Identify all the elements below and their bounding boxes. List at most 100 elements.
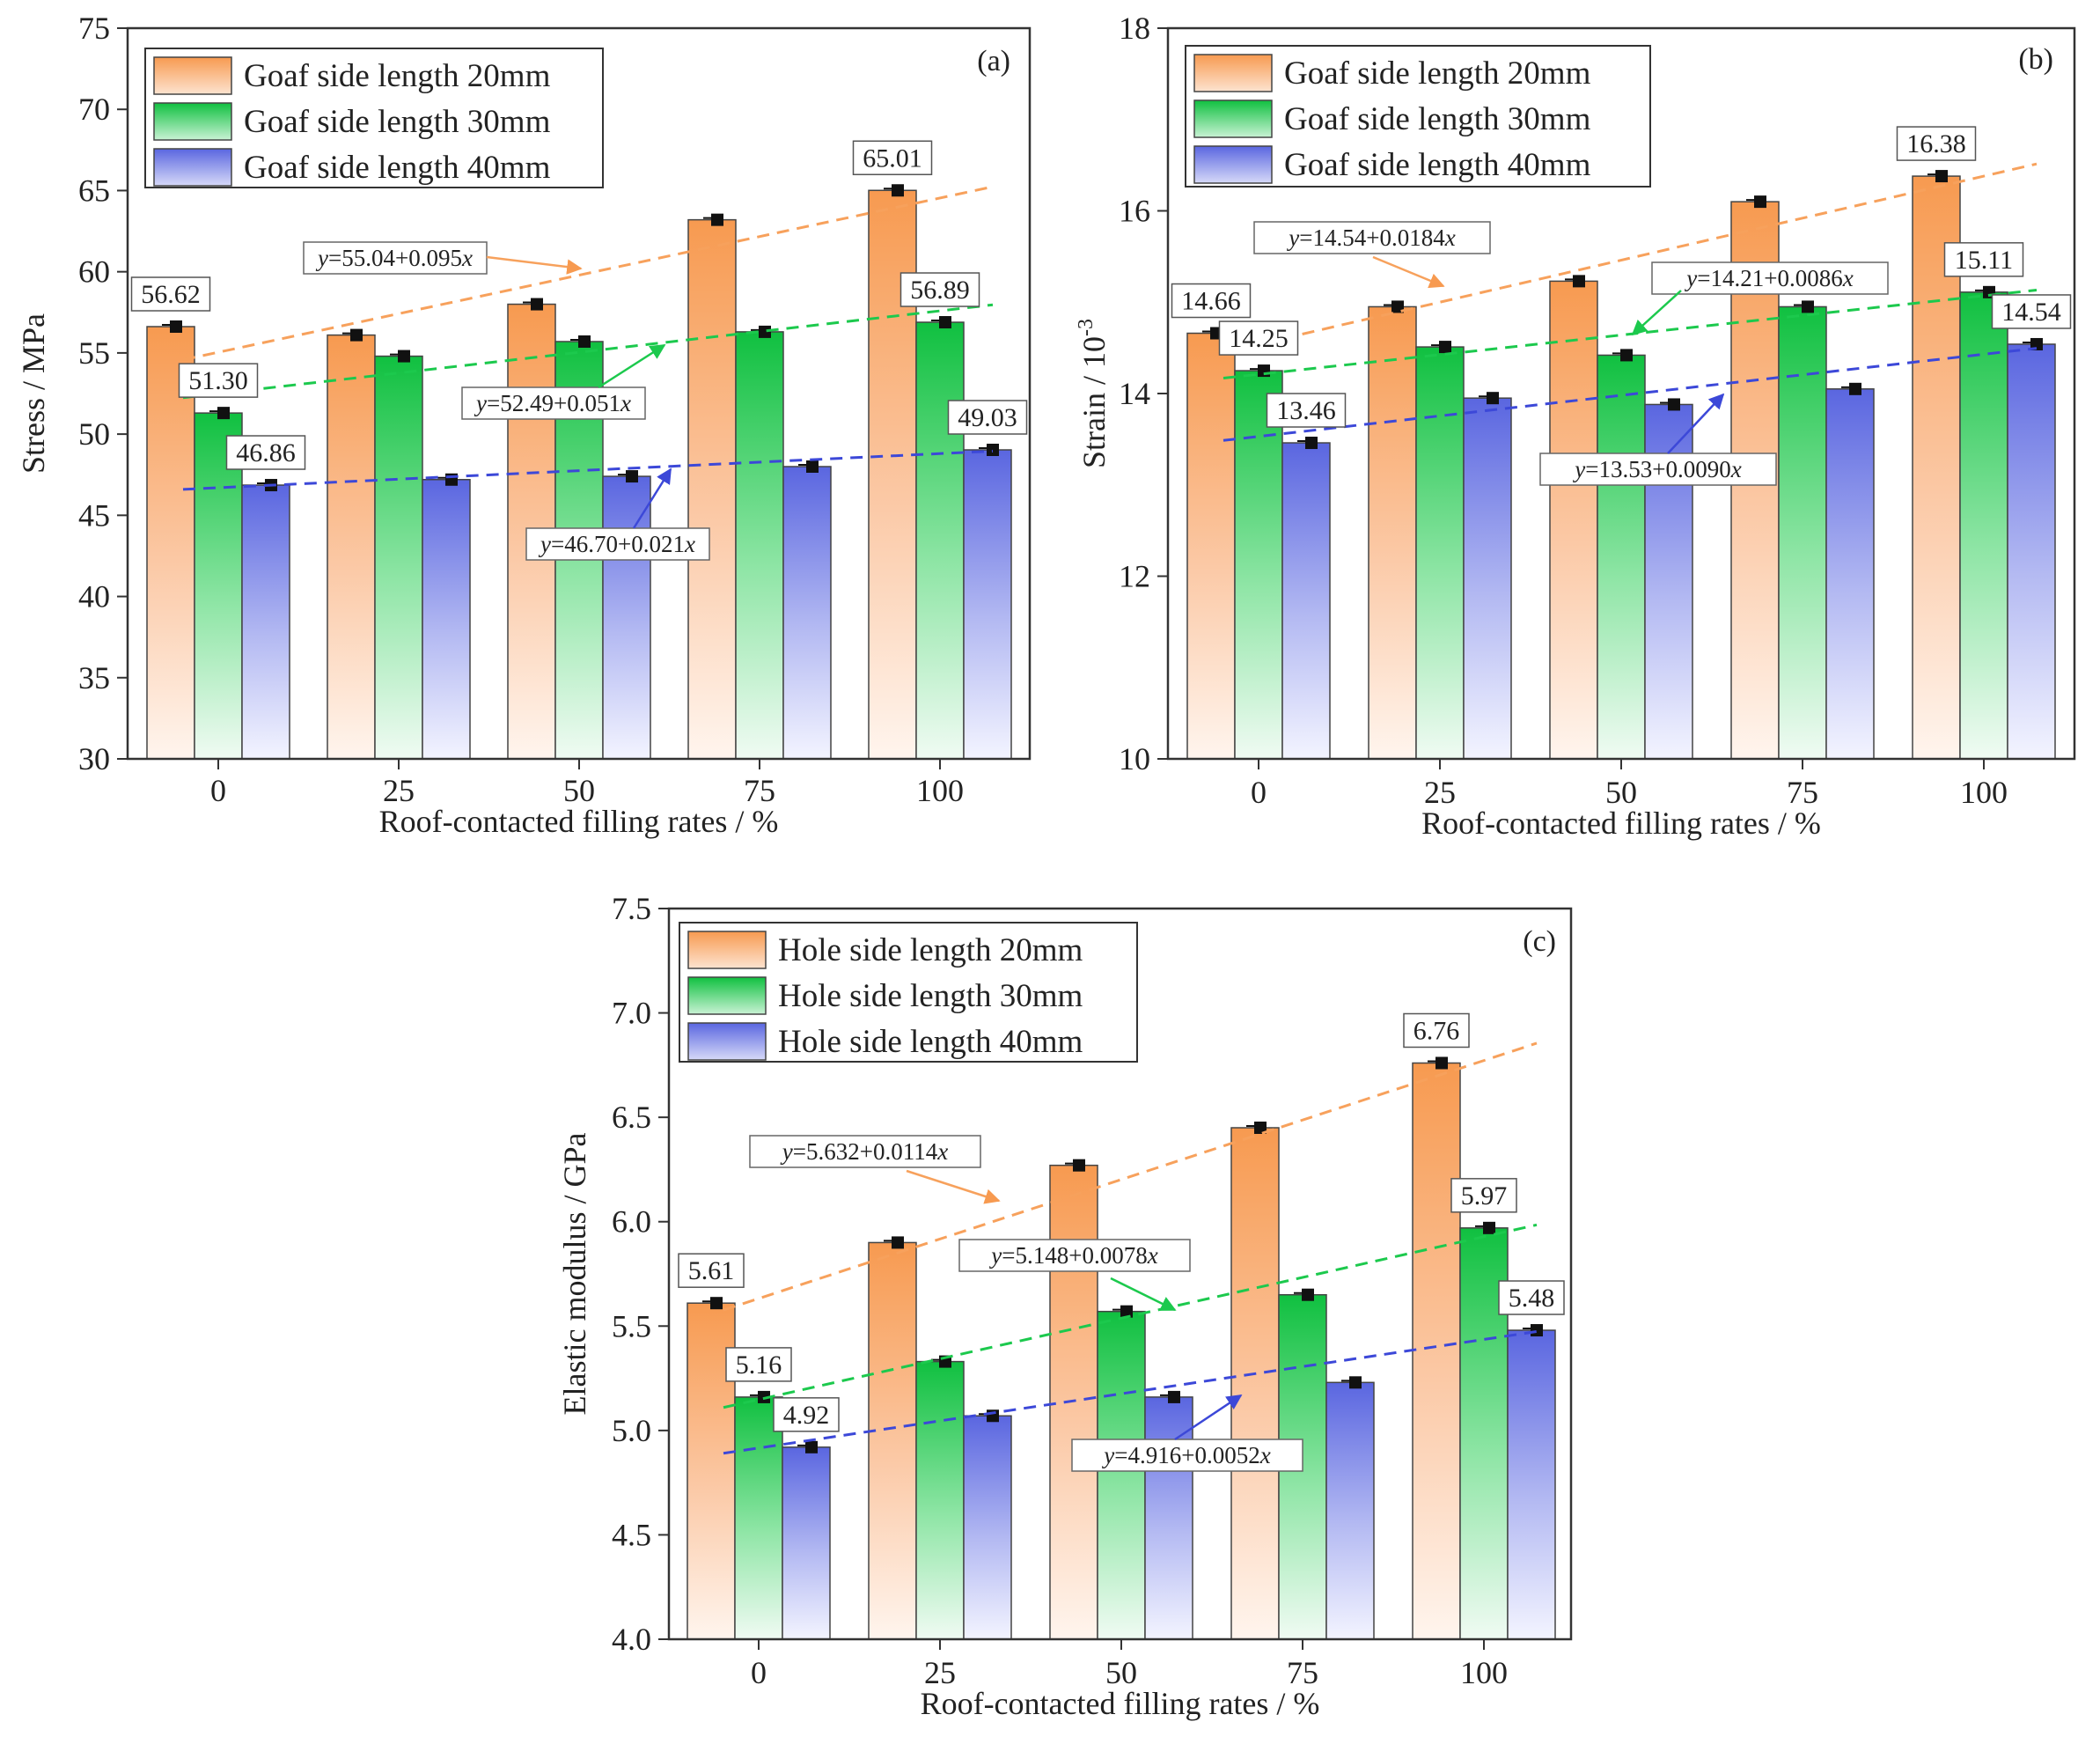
legend: Hole side length 20mm Hole side length 30… — [679, 922, 1138, 1063]
fit-equation: y=55.04+0.095x — [315, 245, 473, 271]
data-label: 65.01 — [863, 143, 922, 173]
data-point-marker — [578, 335, 591, 348]
y-tick-label: 18 — [1119, 11, 1150, 46]
y-tick-label: 10 — [1119, 741, 1150, 776]
y-tick-label: 45 — [78, 497, 110, 533]
data-point-marker — [1073, 1159, 1085, 1172]
equation-arrow — [486, 255, 583, 275]
data-point-marker — [398, 350, 410, 363]
fit-line — [723, 1041, 1538, 1312]
data-label: 5.97 — [1461, 1181, 1508, 1210]
fit-equation: y=14.21+0.0086x — [1684, 265, 1853, 291]
bar — [1144, 1396, 1193, 1640]
legend-label: Goaf side length 30mm — [244, 104, 551, 140]
x-tick-label: 25 — [383, 773, 415, 808]
fit-equation: y=13.53+0.0090x — [1572, 456, 1741, 482]
bar — [1549, 280, 1598, 760]
data-label: 5.16 — [736, 1350, 782, 1380]
data-point-marker — [170, 320, 182, 334]
data-label-box — [225, 435, 306, 470]
equation-box — [525, 527, 710, 561]
bar — [146, 326, 195, 760]
y-tick-label: 6.5 — [612, 1100, 651, 1135]
data-point-marker — [1487, 392, 1499, 405]
data-label: 46.86 — [236, 438, 296, 467]
panel-tag: (b) — [2018, 43, 2053, 76]
legend-swatch-orange — [687, 931, 767, 969]
x-tick-label: 25 — [924, 1655, 956, 1690]
x-tick-label: 0 — [1251, 775, 1267, 810]
x-tick-label: 100 — [1960, 775, 2008, 810]
legend-swatch-green — [153, 102, 232, 141]
y-tick-label: 75 — [78, 11, 110, 46]
bar — [1825, 388, 1875, 760]
fit-line — [1223, 288, 2038, 380]
legend-label: Hole side length 30mm — [778, 978, 1083, 1014]
data-label: 56.62 — [141, 280, 201, 309]
fit-equation: y=52.49+0.051x — [474, 390, 631, 416]
data-label: 4.92 — [783, 1401, 830, 1430]
data-point-marker — [1349, 1376, 1362, 1389]
panel-tag: (c) — [1523, 925, 1556, 958]
data-label: 16.38 — [1906, 129, 1966, 158]
panel-tag: (a) — [977, 45, 1010, 77]
equation-arrow — [632, 467, 672, 529]
data-point-marker — [1754, 195, 1766, 209]
data-label-box — [1171, 283, 1252, 319]
chart-panel-a: 30 35 40 45 50 55 60 65 70 75 0 25 50 75 100 Roof-conta… — [16, 11, 1032, 839]
legend: Goaf side length 20mm Goaf side length 30… — [144, 48, 604, 188]
legend-label: Goaf side length 40mm — [244, 150, 551, 186]
data-point-marker — [939, 316, 951, 329]
bar — [1415, 346, 1465, 760]
data-point-marker — [1935, 170, 1948, 183]
y-tick-label: 4.0 — [612, 1622, 651, 1657]
data-point-marker — [1668, 398, 1680, 411]
bar — [1368, 305, 1417, 760]
bar — [782, 1446, 831, 1640]
fit-line — [723, 1223, 1538, 1409]
equation-arrow — [906, 1169, 1001, 1204]
bar — [1463, 397, 1512, 760]
y-axis-title: Strain / 10-3 — [1075, 319, 1112, 468]
data-point-marker — [531, 298, 543, 311]
data-point-marker — [806, 460, 819, 473]
data-point-marker — [805, 1440, 818, 1453]
bar — [422, 479, 471, 760]
x-tick-label: 25 — [1424, 775, 1456, 810]
fit-equation: y=5.148+0.0078x — [988, 1242, 1157, 1269]
y-tick-label: 60 — [78, 254, 110, 290]
fit-line — [182, 449, 994, 491]
x-tick-label: 100 — [916, 773, 964, 808]
data-point-marker — [350, 328, 363, 342]
bar — [735, 331, 784, 760]
x-tick-label: 0 — [751, 1655, 767, 1690]
equation-arrow — [1110, 1277, 1177, 1312]
data-label-box — [1896, 126, 1977, 161]
bar — [602, 475, 651, 760]
data-point-marker — [1305, 437, 1318, 450]
data-point-marker — [1391, 300, 1404, 313]
bar — [1412, 1062, 1461, 1640]
data-label: 56.89 — [910, 276, 970, 305]
bar — [1325, 1381, 1375, 1640]
data-point-marker — [987, 1409, 999, 1423]
legend-swatch-blue — [1193, 145, 1273, 184]
data-label: 5.48 — [1509, 1284, 1555, 1313]
data-point-marker — [1802, 300, 1814, 313]
y-axis-title-text: Stress / MPa — [16, 313, 51, 474]
bar — [1097, 1310, 1146, 1640]
data-label-box — [178, 363, 259, 398]
fit-line — [1223, 162, 2038, 354]
y-tick-label: 70 — [78, 92, 110, 127]
data-label-box — [678, 1253, 745, 1288]
bar — [963, 449, 1012, 760]
bar — [374, 355, 423, 760]
bar — [1186, 332, 1236, 760]
data-label-box — [1943, 242, 2024, 277]
data-point-marker — [1302, 1288, 1314, 1301]
bar — [1597, 354, 1646, 760]
bar — [782, 466, 832, 760]
legend-swatch-green — [687, 976, 767, 1015]
data-label-box — [1266, 393, 1347, 428]
data-point-marker — [1620, 349, 1633, 362]
